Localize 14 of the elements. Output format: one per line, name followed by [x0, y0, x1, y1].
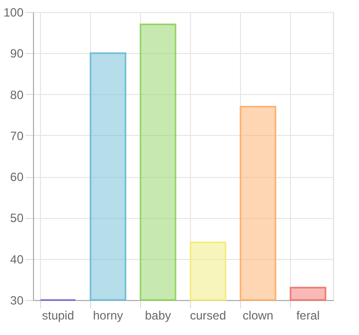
x-tick-label: clown [242, 308, 274, 322]
x-tick-label: baby [144, 308, 172, 322]
x-tick-label: horny [92, 308, 124, 322]
y-tick-label: 70 [10, 128, 24, 143]
y-tick-label: 90 [10, 46, 24, 61]
x-tick-label: feral [296, 308, 320, 322]
y-tick-label: 40 [10, 252, 24, 266]
y-tick-label: 60 [10, 170, 24, 184]
x-tick-label: cursed [190, 308, 226, 322]
x-tick-label: stupid [42, 308, 74, 322]
y-tick-label: 50 [10, 211, 24, 226]
y-tick-label: 80 [10, 88, 24, 102]
y-tick-label: 100 [3, 6, 24, 20]
y-tick-label: 30 [10, 294, 24, 308]
